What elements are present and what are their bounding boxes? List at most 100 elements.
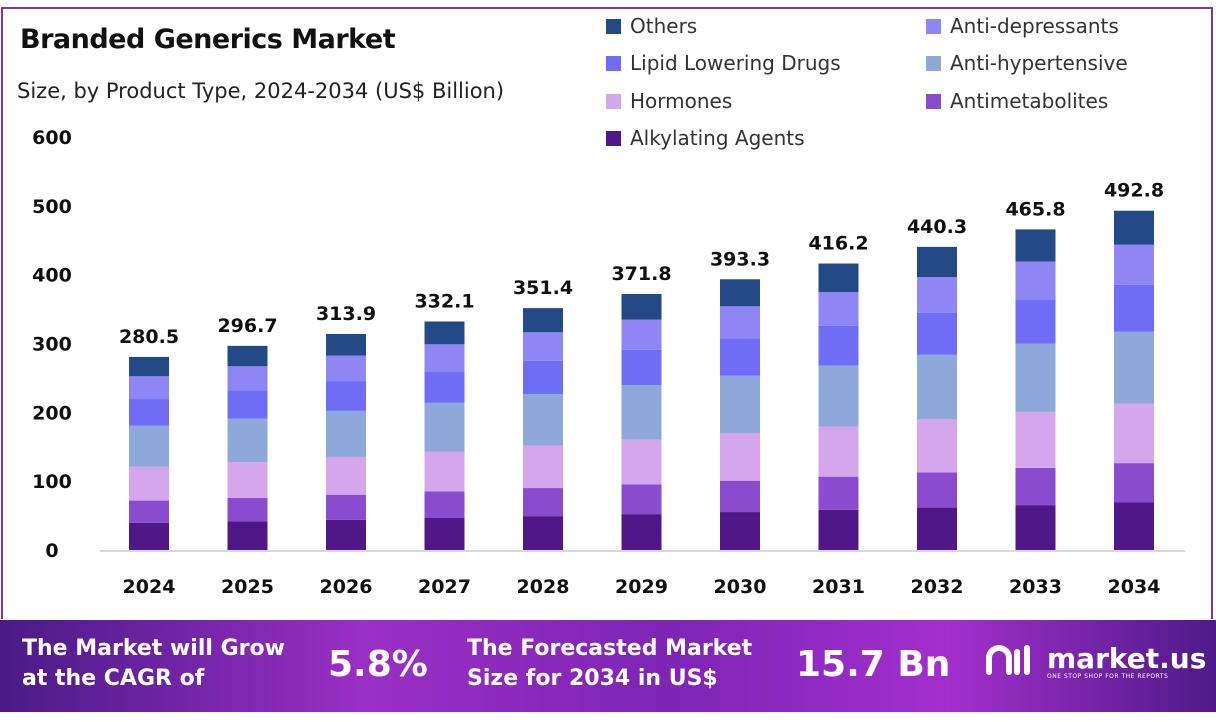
- bar-segment-anti-depressants: [129, 376, 169, 400]
- bar-segment-hormones: [129, 466, 169, 501]
- bar-segment-lipid-lowering-drugs: [818, 325, 859, 366]
- bar-segment-hormones: [917, 419, 957, 473]
- bar-segment-lipid-lowering-drugs: [621, 349, 662, 386]
- bar-segment-antimetabolites: [523, 488, 563, 517]
- bar-segment-anti-depressants: [1114, 244, 1154, 285]
- x-tick-label: 2025: [221, 576, 274, 598]
- bar-segment-anti-hypertensive: [523, 394, 563, 446]
- legend-label: Hormones: [630, 89, 733, 113]
- bar-segment-anti-depressants: [818, 292, 859, 326]
- legend-item: Alkylating Agents: [606, 126, 805, 150]
- bar-segment-antimetabolites: [129, 500, 169, 523]
- forecast-value: 15.7 Bn: [796, 644, 951, 685]
- bar-total-label: 332.1: [414, 290, 474, 312]
- bar-segment-lipid-lowering-drugs: [720, 338, 760, 376]
- chart-title: Branded Generics Market: [20, 24, 396, 55]
- stacked-bar-chart: 0 100 200 300 400 500 600 280.5 2024 296.7 2025 313…: [32, 127, 1185, 598]
- x-tick-label: 2026: [320, 576, 373, 598]
- y-tick-label: 200: [32, 402, 72, 424]
- bar-segment-others: [917, 246, 957, 278]
- bar-segment-anti-hypertensive: [1114, 331, 1154, 404]
- y-tick-label: 500: [32, 196, 72, 218]
- x-tick-label: 2030: [714, 576, 767, 598]
- bar-segment-anti-depressants: [523, 332, 563, 361]
- chart-frame: [1, 7, 1213, 619]
- bar-segment-lipid-lowering-drugs: [917, 312, 957, 355]
- bar-segment-lipid-lowering-drugs: [227, 390, 268, 419]
- bar-segment-others: [523, 308, 563, 333]
- bar-segment-anti-hypertensive: [326, 410, 366, 457]
- legend-item: Hormones: [606, 89, 732, 113]
- bar-segment-lipid-lowering-drugs: [424, 371, 465, 403]
- legend-swatch: [926, 55, 941, 71]
- bar-segment-anti-hypertensive: [818, 365, 859, 427]
- bar-segment-antimetabolites: [227, 497, 268, 522]
- legend-label: Alkylating Agents: [630, 126, 805, 150]
- bar-segment-others: [129, 356, 169, 377]
- bar-segment-anti-depressants: [227, 366, 268, 391]
- legend-item: Anti-hypertensive: [926, 51, 1128, 75]
- bar-segment-antimetabolites: [424, 491, 465, 518]
- bar-segment-anti-depressants: [720, 306, 760, 339]
- x-tick-label: 2027: [418, 576, 471, 598]
- brand-name: market.us: [1047, 641, 1207, 675]
- bar-segment-alkylating-agents: [1015, 505, 1056, 550]
- y-tick-label: 600: [32, 127, 72, 149]
- bar-segment-others: [1015, 229, 1056, 262]
- legend-label: Lipid Lowering Drugs: [630, 51, 841, 75]
- bar-segment-others: [621, 294, 662, 320]
- bar-segment-hormones: [227, 462, 268, 498]
- y-tick-label: 0: [45, 540, 58, 562]
- legend-swatch: [926, 93, 941, 109]
- bar-segment-anti-hypertensive: [917, 354, 957, 420]
- bar-segment-hormones: [1015, 411, 1056, 468]
- bar-segment-alkylating-agents: [326, 519, 366, 550]
- x-tick-label: 2031: [812, 576, 865, 598]
- bar-segment-anti-hypertensive: [227, 418, 268, 463]
- bar-segment-hormones: [424, 451, 465, 492]
- cagr-label-line-2: at the CAGR of: [22, 666, 205, 691]
- legend-swatch: [606, 130, 621, 146]
- bar-segment-hormones: [1114, 403, 1154, 464]
- legend-label: Others: [630, 14, 698, 38]
- x-tick-label: 2028: [517, 576, 570, 598]
- bar-segment-alkylating-agents: [818, 509, 859, 550]
- bar-segment-lipid-lowering-drugs: [326, 381, 366, 411]
- bar-segment-anti-hypertensive: [621, 385, 662, 440]
- bar-total-label: 393.3: [710, 248, 770, 270]
- bar-segment-anti-depressants: [1015, 261, 1056, 300]
- bar-total-label: 313.9: [316, 303, 376, 325]
- y-tick-label: 300: [32, 334, 72, 356]
- legend-swatch: [606, 93, 621, 109]
- bar-total-label: 465.8: [1005, 198, 1065, 220]
- bar-segment-alkylating-agents: [424, 517, 465, 550]
- bar-segment-hormones: [326, 456, 366, 495]
- x-tick-label: 2029: [615, 576, 668, 598]
- legend-swatch: [606, 18, 621, 34]
- x-tick-label: 2024: [123, 576, 176, 598]
- bar-segment-anti-depressants: [424, 344, 465, 372]
- bar-segment-lipid-lowering-drugs: [129, 399, 169, 426]
- bar-segment-others: [326, 334, 366, 356]
- bar-segment-lipid-lowering-drugs: [1114, 284, 1154, 332]
- x-tick-label: 2034: [1108, 576, 1161, 598]
- bar-total-label: 351.4: [513, 277, 573, 299]
- legend-item: Lipid Lowering Drugs: [606, 51, 841, 75]
- forecast-label-line-2: Size for 2034 in US$: [467, 666, 718, 691]
- bar-segment-antimetabolites: [326, 494, 366, 520]
- legend-swatch: [606, 55, 621, 71]
- bar-segment-alkylating-agents: [129, 522, 169, 550]
- bar-segment-antimetabolites: [621, 484, 662, 515]
- bar-total-label: 296.7: [217, 315, 277, 337]
- bar-total-label: 371.8: [611, 263, 671, 285]
- legend-label: Anti-depressants: [950, 14, 1119, 38]
- bar-segment-antimetabolites: [818, 476, 859, 510]
- logo-icon: [986, 645, 1030, 675]
- cagr-label-line-1: The Market will Grow: [22, 636, 285, 661]
- bar-segment-alkylating-agents: [917, 507, 957, 550]
- forecast-label-line-1: The Forecasted Market: [467, 636, 753, 661]
- legend-swatch: [926, 18, 941, 34]
- bar-segment-antimetabolites: [1015, 467, 1056, 506]
- forecast-label: The Forecasted Market Size for 2034 in U…: [467, 634, 752, 694]
- cagr-value: 5.8%: [328, 644, 428, 685]
